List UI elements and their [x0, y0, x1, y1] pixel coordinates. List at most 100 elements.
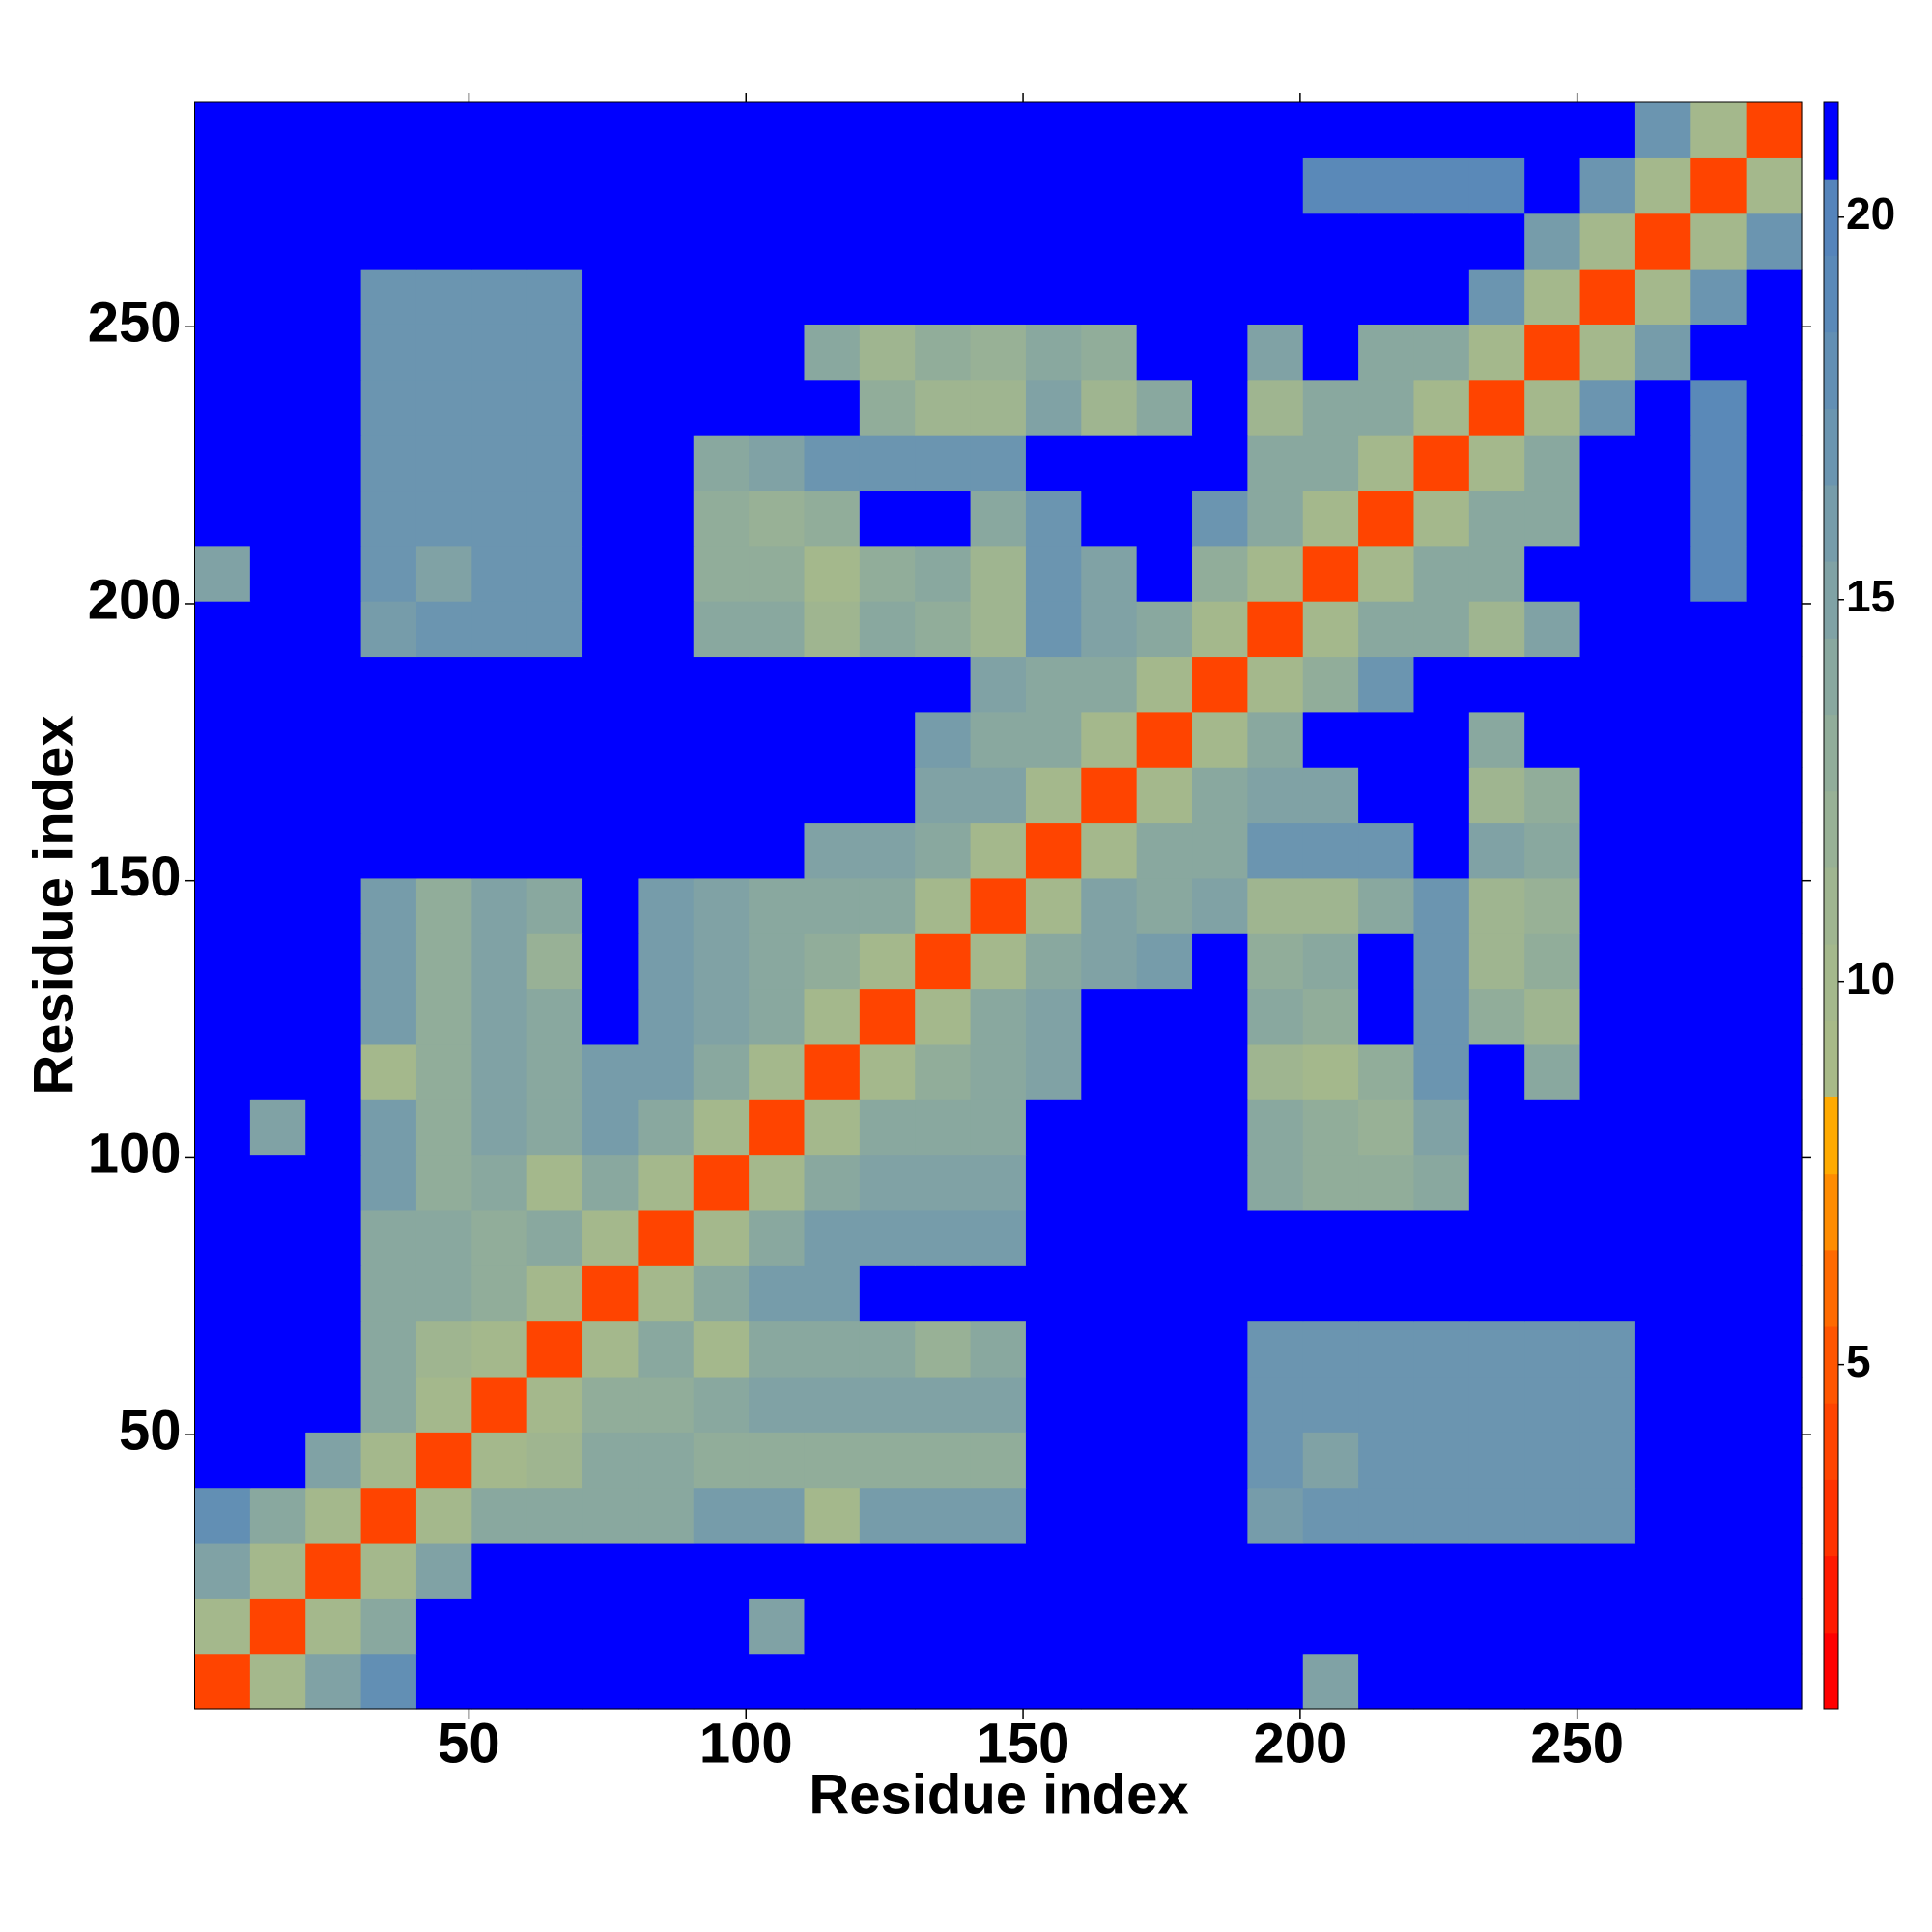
heatmap-cell	[360, 1376, 417, 1433]
heatmap-cell	[1746, 1487, 1803, 1544]
heatmap-cell	[693, 1321, 750, 1378]
heatmap-cell	[915, 1487, 972, 1544]
heatmap-cell	[1302, 656, 1359, 713]
heatmap-cell	[1247, 1432, 1304, 1489]
heatmap-cell	[1579, 822, 1636, 879]
heatmap-cell	[305, 102, 362, 158]
heatmap-cell	[360, 656, 417, 713]
heatmap-cell	[471, 1542, 528, 1599]
heatmap-cell	[305, 1321, 362, 1378]
heatmap-cell	[859, 711, 916, 768]
heatmap-cell	[638, 601, 695, 658]
heatmap-cell	[194, 102, 251, 158]
heatmap-cell	[1690, 1598, 1747, 1655]
heatmap-cell	[1579, 1099, 1636, 1156]
heatmap-cell	[1468, 1542, 1525, 1599]
heatmap-cell	[415, 1321, 472, 1378]
heatmap-cell	[1192, 490, 1248, 547]
heatmap-cell	[1524, 213, 1581, 270]
heatmap-cell	[915, 933, 972, 990]
heatmap-cell	[471, 1487, 528, 1544]
heatmap-cell	[471, 157, 528, 214]
heatmap-cell	[415, 1209, 472, 1266]
heatmap-cell	[1192, 1209, 1248, 1266]
heatmap-cell	[804, 1542, 861, 1599]
heatmap-cell	[305, 1209, 362, 1266]
heatmap-cell	[693, 601, 750, 658]
heatmap-cell	[582, 490, 639, 547]
heatmap-cell	[471, 379, 528, 436]
heatmap-cell	[1579, 435, 1636, 492]
heatmap-cell	[194, 269, 251, 325]
heatmap-cell	[1468, 1432, 1525, 1489]
heatmap-cell	[1136, 324, 1193, 381]
heatmap-cell	[859, 1154, 916, 1211]
heatmap-cell	[1413, 490, 1470, 547]
heatmap-cell	[471, 822, 528, 879]
heatmap-cell	[305, 545, 362, 602]
heatmap-cell	[1358, 711, 1415, 768]
y-tick-label: 100	[88, 1122, 182, 1185]
heatmap-cell	[1358, 1209, 1415, 1266]
heatmap-cell	[526, 1321, 583, 1378]
heatmap-cell	[970, 711, 1027, 768]
heatmap-cell	[249, 379, 306, 436]
heatmap-cell	[915, 767, 972, 824]
heatmap-cell	[1192, 1653, 1248, 1710]
heatmap-cell	[1192, 1043, 1248, 1100]
heatmap-cell	[915, 1154, 972, 1211]
heatmap-cell	[1413, 1265, 1470, 1322]
heatmap-cell	[1524, 601, 1581, 658]
heatmap-cell	[1413, 1043, 1470, 1100]
heatmap-cell	[638, 1653, 695, 1710]
heatmap-cell	[582, 1321, 639, 1378]
heatmap-cell	[526, 933, 583, 990]
heatmap-cell	[1247, 1653, 1304, 1710]
heatmap-cell	[1524, 269, 1581, 325]
colorbar-band	[1824, 944, 1838, 1021]
heatmap-cell	[1025, 324, 1082, 381]
heatmap-cell	[1358, 988, 1415, 1045]
x-tick-label: 50	[438, 1712, 500, 1775]
heatmap-cell	[194, 1154, 251, 1211]
heatmap-cell	[305, 933, 362, 990]
heatmap-cell	[1247, 324, 1304, 381]
heatmap-cell	[1413, 213, 1470, 270]
heatmap-cell	[1746, 1432, 1803, 1489]
heatmap-cell	[415, 767, 472, 824]
heatmap-cell	[915, 1321, 972, 1378]
heatmap-cell	[1081, 601, 1138, 658]
heatmap-cell	[526, 1487, 583, 1544]
heatmap-cell	[970, 269, 1027, 325]
heatmap-cell	[1247, 767, 1304, 824]
heatmap-cell	[1025, 545, 1082, 602]
heatmap-cell	[1690, 435, 1747, 492]
heatmap-cell	[970, 1487, 1027, 1544]
heatmap-cell	[1081, 269, 1138, 325]
heatmap-cell	[970, 1209, 1027, 1266]
heatmap-cell	[471, 1043, 528, 1100]
heatmap-cell	[1468, 1209, 1525, 1266]
heatmap-cell	[1634, 877, 1691, 934]
heatmap-cell	[638, 102, 695, 158]
heatmap-cell	[693, 1043, 750, 1100]
heatmap-cell	[859, 545, 916, 602]
heatmap-cell	[1302, 102, 1359, 158]
heatmap-cell	[1690, 767, 1747, 824]
heatmap-cell	[471, 545, 528, 602]
heatmap-cell	[638, 1265, 695, 1322]
heatmap-cell	[1358, 1432, 1415, 1489]
heatmap-cell	[859, 656, 916, 713]
heatmap-cell	[1579, 1487, 1636, 1544]
heatmap-cell	[249, 1265, 306, 1322]
heatmap-cell	[194, 1542, 251, 1599]
heatmap-cell	[471, 435, 528, 492]
heatmap-cell	[194, 988, 251, 1045]
heatmap-cell	[1634, 1542, 1691, 1599]
heatmap-cell	[415, 269, 472, 325]
heatmap-cell	[1025, 711, 1082, 768]
heatmap-cell	[970, 157, 1027, 214]
heatmap-cell	[1136, 1209, 1193, 1266]
heatmap-cell	[1690, 545, 1747, 602]
heatmap-cell	[1579, 877, 1636, 934]
